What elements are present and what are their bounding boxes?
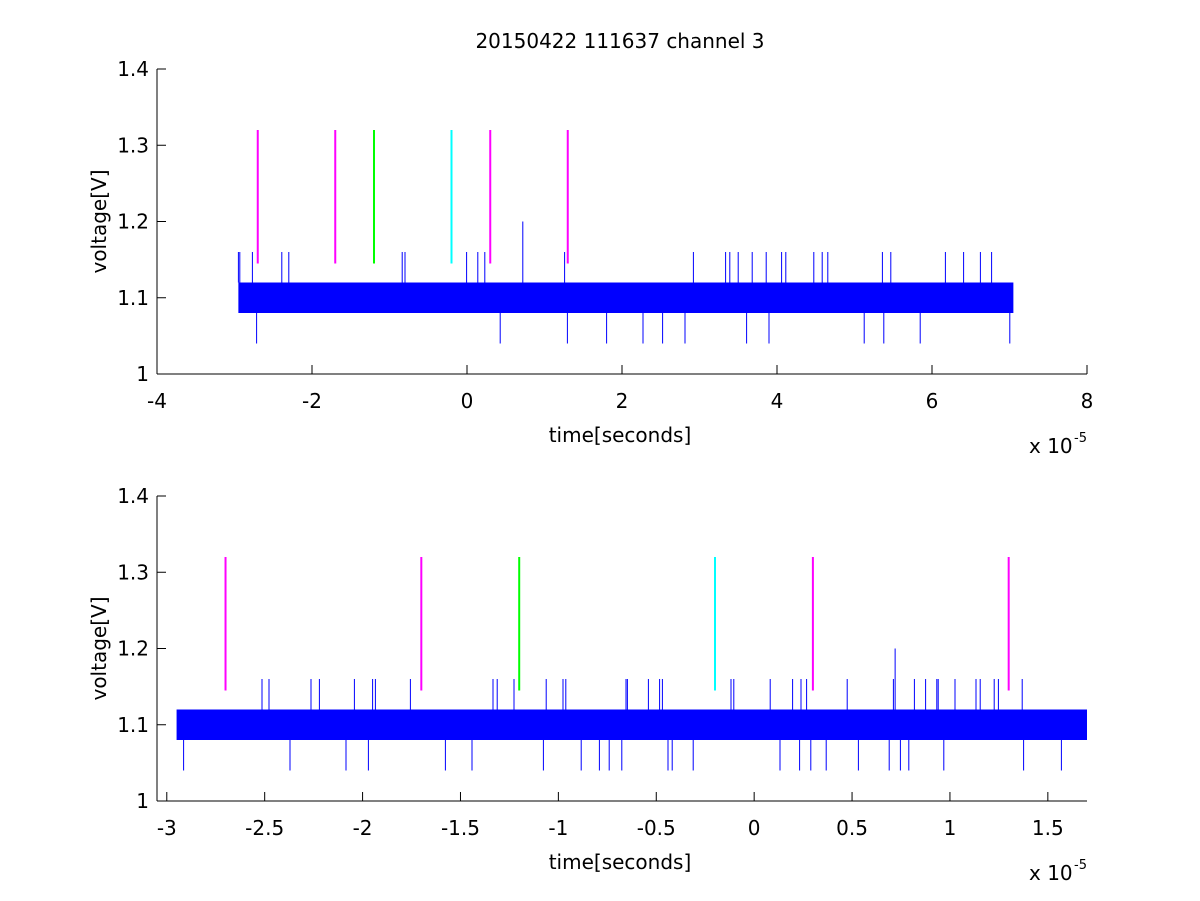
signal-spikes — [237, 252, 1011, 344]
x-tick-label: -4 — [147, 389, 167, 413]
x-tick-label: 0 — [461, 389, 474, 413]
x-tick-label: 0.5 — [836, 816, 868, 840]
x-tick-label: -3 — [157, 816, 177, 840]
y-tick-label: 1.2 — [117, 637, 149, 661]
x-tick-label: 1 — [944, 816, 957, 840]
bottom-axes: 1 1.1 1.2 1.3 1.4 -3 -2.5 -2 -1.5 -1 -0.5 0 0.5 1 1.5 t… — [87, 484, 1087, 885]
x-axis-label: time[seconds] — [549, 423, 692, 447]
x-axis-label: time[seconds] — [549, 850, 692, 874]
top-axes: 1 1.1 1.2 1.3 1.4 -4 -2 0 2 4 6 8 time[seconds] volta… — [87, 57, 1093, 458]
x-tick-label: 6 — [926, 389, 939, 413]
signal-spikes — [183, 679, 1062, 771]
x-tick-label: 1.5 — [1032, 816, 1064, 840]
x-multiplier-label: x 10 — [1029, 861, 1073, 885]
x-multiplier-exponent: -5 — [1074, 858, 1087, 873]
x-tick-label: 4 — [771, 389, 784, 413]
y-tick-label: 1.1 — [117, 286, 149, 310]
y-tick-label: 1.3 — [117, 560, 149, 584]
figure-title: 20150422 111637 channel 3 — [475, 29, 764, 53]
y-axis-label: voltage[V] — [87, 596, 111, 700]
x-multiplier-exponent: -5 — [1074, 431, 1087, 446]
y-tick-label: 1.4 — [117, 484, 149, 508]
x-tick-label: -1.5 — [441, 816, 480, 840]
y-tick-label: 1.2 — [117, 210, 149, 234]
y-tick-label: 1.1 — [117, 713, 149, 737]
x-tick-label: -1 — [548, 816, 568, 840]
signal-band — [176, 709, 1087, 740]
x-tick-label: -0.5 — [637, 816, 676, 840]
y-tick-label: 1 — [136, 789, 149, 813]
x-multiplier-label: x 10 — [1029, 434, 1073, 458]
x-tick-label: 8 — [1081, 389, 1094, 413]
signal-band — [238, 282, 1014, 313]
x-tick-label: -2 — [353, 816, 373, 840]
x-tick-label: 0 — [748, 816, 761, 840]
y-tick-label: 1.3 — [117, 133, 149, 157]
y-tick-label: 1 — [136, 362, 149, 386]
x-tick-label: 2 — [616, 389, 629, 413]
y-axis-label: voltage[V] — [87, 169, 111, 273]
x-tick-label: -2.5 — [245, 816, 284, 840]
y-tick-label: 1.4 — [117, 57, 149, 81]
x-tick-label: -2 — [302, 389, 322, 413]
